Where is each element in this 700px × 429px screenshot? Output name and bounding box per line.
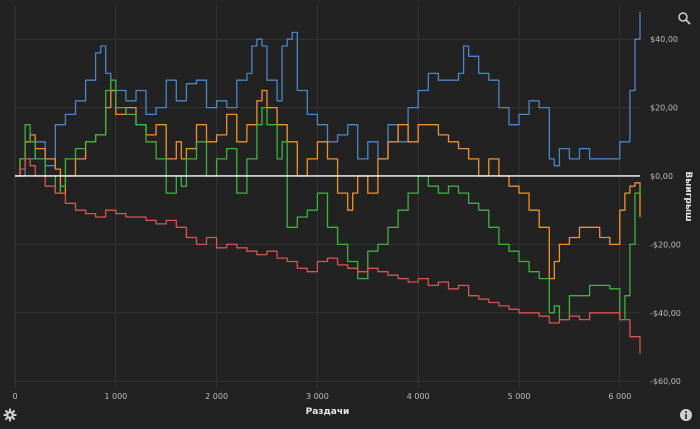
y-tick-label: -$40,00 xyxy=(650,309,681,318)
x-axis-title: Раздачи xyxy=(306,407,350,417)
series-line-2 xyxy=(15,89,641,280)
gear-icon[interactable] xyxy=(3,408,17,422)
y-tick-label: $0,00 xyxy=(650,172,673,181)
y-tick-label: $40,00 xyxy=(650,35,678,44)
info-icon[interactable] xyxy=(679,408,693,422)
series-lines xyxy=(15,11,641,354)
x-tick-label: 3 000 xyxy=(306,392,329,401)
x-tick-label: 2 000 xyxy=(205,392,228,401)
x-tick-label: 1 000 xyxy=(104,392,127,401)
y-tick-label: -$20,00 xyxy=(650,240,681,249)
series-line-4 xyxy=(15,158,641,354)
x-tick-label: 4 000 xyxy=(407,392,430,401)
y-axis-ticks: $40,00 $20,00 $0,00 -$20,00 -$40,00 -$60,00 xyxy=(650,35,681,386)
x-tick-label: 6 000 xyxy=(608,392,631,401)
y-axis-title: Выигрыш xyxy=(683,171,693,221)
y-tick-label: -$60,00 xyxy=(650,377,681,386)
x-tick-label: 0 xyxy=(12,392,17,401)
x-axis-ticks: 0 1 000 2 000 3 000 4 000 5 000 6 000 xyxy=(12,392,631,401)
zoom-icon[interactable] xyxy=(677,11,691,25)
series-line-3 xyxy=(15,79,641,321)
x-tick-label: 5 000 xyxy=(508,392,531,401)
y-tick-label: $20,00 xyxy=(650,104,678,113)
